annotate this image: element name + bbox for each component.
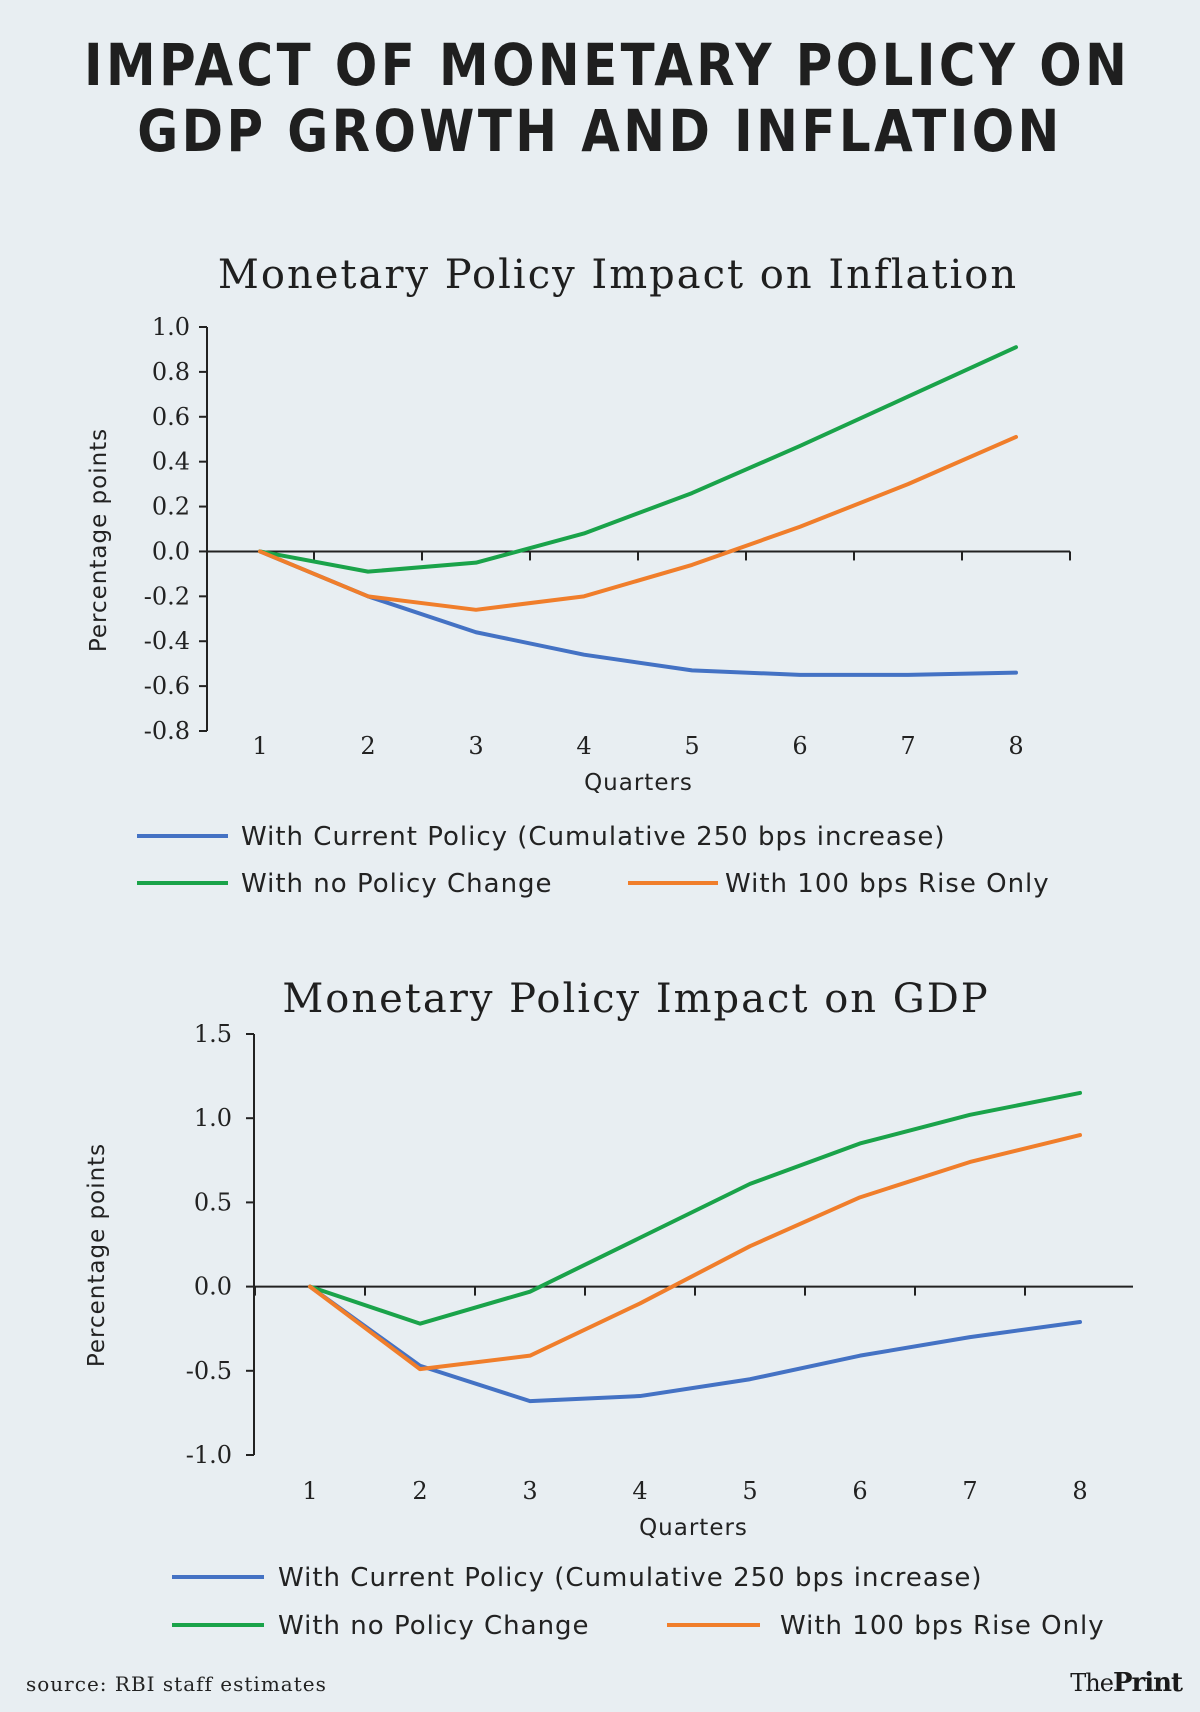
gdp-x-axis-title: Quarters	[639, 1515, 748, 1541]
inflation-x-tick-label: 4	[576, 732, 591, 760]
inflation-legend-label-1: With Current Policy (Cumulative 250 bps …	[241, 822, 946, 852]
gdp-y-tick-label: -1.0	[186, 1441, 232, 1469]
gdp-chart-title: Monetary Policy Impact on GDP	[282, 976, 989, 1022]
gdp-y-tick-label: -0.5	[186, 1357, 232, 1385]
inflation-x-axis-title: Quarters	[584, 770, 693, 796]
theprint-logo: ThePrint	[1070, 1668, 1183, 1698]
inflation-y-tick-label: 0.0	[152, 537, 190, 565]
logo-the: The	[1070, 1669, 1114, 1697]
inflation-x-tick-label: 3	[468, 732, 483, 760]
gdp-x-tick-label: 2	[412, 1477, 427, 1505]
inflation-legend-label-3: With 100 bps Rise Only	[725, 869, 1050, 899]
inflation-x-tick-label: 5	[684, 732, 699, 760]
gdp-x-tick-label: 8	[1072, 1477, 1087, 1505]
main-title-line-1: IMPACT OF MONETARY POLICY ON	[84, 31, 1131, 99]
inflation-x-tick-label: 6	[792, 732, 807, 760]
inflation-y-tick-label: -0.8	[144, 717, 190, 745]
inflation-y-tick-label: -0.4	[144, 627, 190, 655]
gdp-y-axis-title: Percentage points	[84, 1143, 110, 1367]
source-note: source: RBI staff estimates	[26, 1672, 327, 1696]
inflation-series-line-3	[258, 434, 1018, 612]
inflation-y-axis-title: Percentage points	[86, 428, 112, 652]
main-title-line-2: GDP GROWTH AND INFLATION	[137, 97, 1063, 165]
gdp-x-tick-label: 4	[632, 1477, 647, 1505]
main-title: IMPACT OF MONETARY POLICY ON GDP GROWTH …	[84, 31, 1131, 165]
inflation-y-tick-label: -0.6	[144, 672, 190, 700]
inflation-y-tick-label: -0.2	[144, 582, 190, 610]
gdp-y-tick-label: 1.0	[194, 1104, 232, 1132]
gdp-x-tick-label: 1	[302, 1477, 317, 1505]
inflation-y-tick-label: 1.0	[152, 313, 190, 341]
gdp-series-line-3	[308, 1133, 1082, 1372]
inflation-x-tick-label: 8	[1008, 732, 1023, 760]
inflation-series-line-2	[258, 345, 1018, 574]
logo-print: Print	[1112, 1668, 1183, 1698]
gdp-legend-label-1: With Current Policy (Cumulative 250 bps …	[278, 1563, 983, 1593]
inflation-y-tick-label: 0.4	[152, 448, 190, 476]
gdp-series-line-1	[308, 1284, 1082, 1404]
inflation-x-tick-label: 7	[900, 732, 915, 760]
gdp-legend-label-2: With no Policy Change	[278, 1611, 590, 1641]
inflation-chart-title: Monetary Policy Impact on Inflation	[218, 252, 1018, 298]
gdp-y-tick-label: 0.5	[194, 1188, 232, 1216]
gdp-x-tick-label: 6	[852, 1477, 867, 1505]
gdp-y-tick-label: 0.0	[194, 1273, 232, 1301]
gdp-x-tick-label: 7	[962, 1477, 977, 1505]
inflation-y-tick-label: 0.2	[152, 493, 190, 521]
gdp-series-line-2	[308, 1090, 1082, 1326]
inflation-x-tick-label: 2	[360, 732, 375, 760]
gdp-x-tick-label: 5	[742, 1477, 757, 1505]
inflation-legend-label-2: With no Policy Change	[241, 869, 553, 899]
gdp-legend-label-3: With 100 bps Rise Only	[780, 1611, 1105, 1641]
inflation-y-tick-label: 0.8	[152, 358, 190, 386]
inflation-y-tick-label: 0.6	[152, 403, 190, 431]
inflation-x-tick-label: 1	[252, 732, 267, 760]
gdp-y-tick-label: 1.5	[194, 1020, 232, 1048]
gdp-x-tick-label: 3	[522, 1477, 537, 1505]
inflation-series-line-1	[258, 549, 1018, 677]
